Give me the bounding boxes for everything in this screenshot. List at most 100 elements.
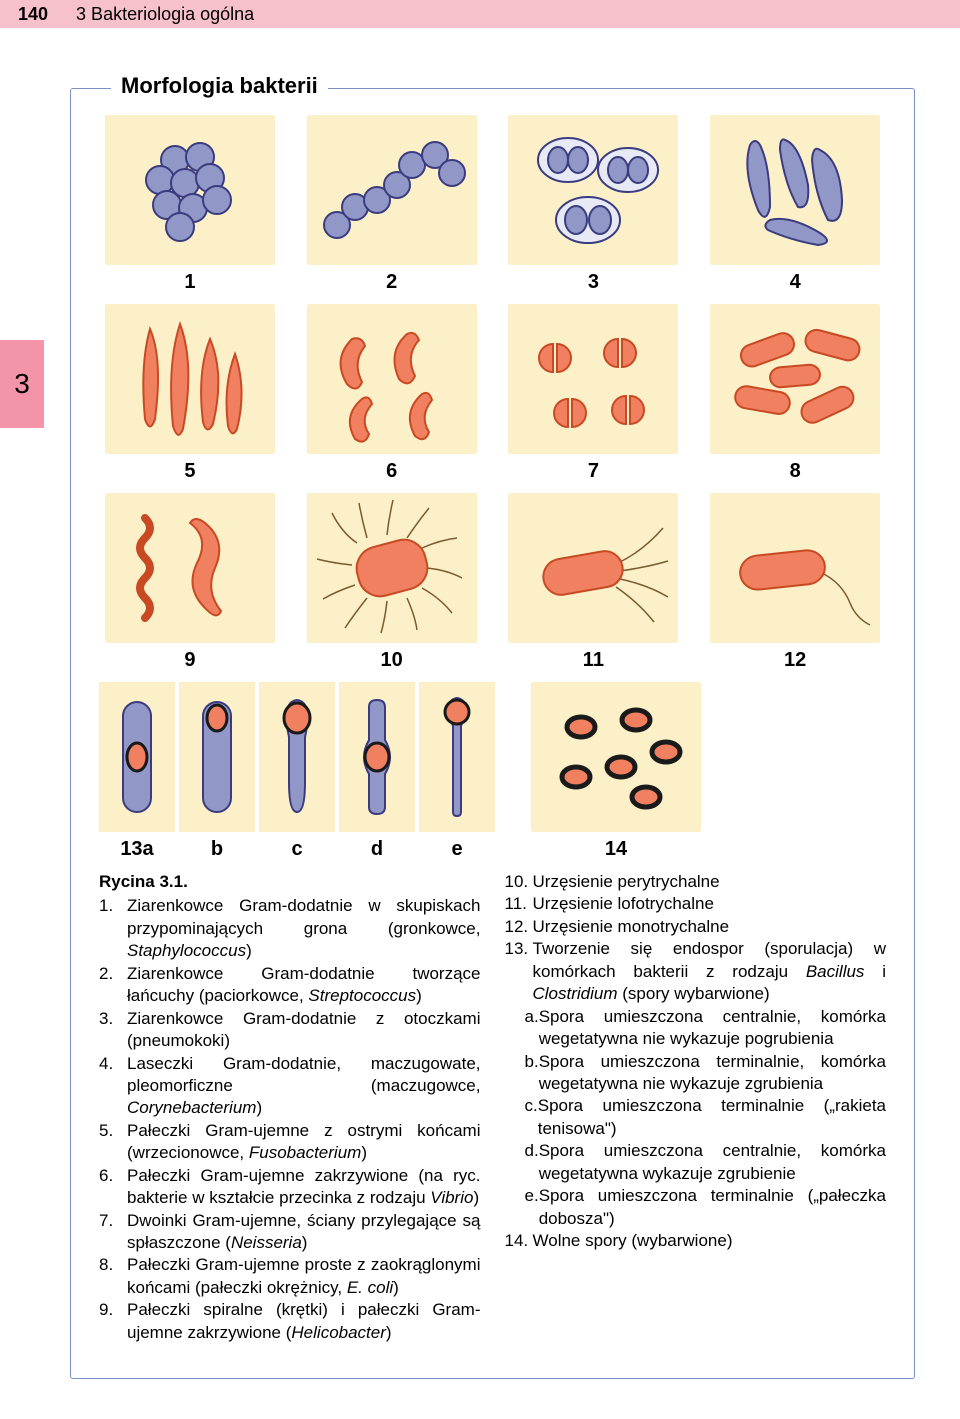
caption-item: 7.Dwoinki Gram-ujemne, ściany przylegają… bbox=[99, 1210, 481, 1255]
tile-14 bbox=[531, 682, 701, 832]
caption-item-number: 13. bbox=[505, 938, 533, 1005]
caption-item-number: a. bbox=[505, 1006, 539, 1051]
tile-8 bbox=[710, 304, 880, 454]
tile-2 bbox=[307, 115, 477, 265]
caption-item-text: Spora umieszczona terminalnie („rakieta … bbox=[538, 1095, 886, 1140]
page-number: 140 bbox=[18, 4, 48, 25]
tile-7 bbox=[508, 304, 678, 454]
row-13: 13a b bbox=[99, 682, 886, 861]
figure-caption: Rycina 3.1. 1.Ziarenkowce Gram-dodatnie … bbox=[99, 871, 886, 1344]
caption-item-text: Wolne spory (wybarwione) bbox=[533, 1230, 887, 1252]
tile-cell: 8 bbox=[704, 304, 886, 483]
caption-item-text: Laseczki Gram-dodatnie, maczugowate, ple… bbox=[127, 1053, 481, 1120]
caption-item: e.Spora umieszczona terminalnie („pałecz… bbox=[505, 1185, 887, 1230]
caption-item: 12.Urzęsienie monotrychalne bbox=[505, 916, 887, 938]
tile-label: 13a bbox=[120, 838, 153, 861]
caption-item: d.Spora umieszczona centralnie, komórka … bbox=[505, 1140, 887, 1185]
caption-item: 4.Laseczki Gram-dodatnie, maczugowate, p… bbox=[99, 1053, 481, 1120]
tile-3 bbox=[508, 115, 678, 265]
caption-item-text: Pałeczki Gram-ujemne z ostrymi końcami (… bbox=[127, 1120, 481, 1165]
tile-cell: 12 bbox=[704, 493, 886, 672]
caption-item-text: Ziarenkowce Gram-dodatnie tworzące łańcu… bbox=[127, 963, 481, 1008]
caption-right-list: 10.Urzęsienie perytrychalne11.Urzęsienie… bbox=[505, 871, 887, 1006]
caption-item-number: 7. bbox=[99, 1210, 127, 1255]
caption-item: b.Spora umieszczona terminalnie, komórka… bbox=[505, 1051, 887, 1096]
caption-item: 9.Pałeczki spiralne (krętki) i pałeczki … bbox=[99, 1299, 481, 1344]
caption-item-number: 5. bbox=[99, 1120, 127, 1165]
caption-item-text: Spora umieszczona centralnie, komórka we… bbox=[539, 1140, 886, 1185]
caption-item-number: 12. bbox=[505, 916, 533, 938]
tile-label: c bbox=[291, 838, 302, 861]
tile-label: d bbox=[371, 838, 383, 861]
caption-item-text: Dwoinki Gram-ujemne, ściany przylegające… bbox=[127, 1210, 481, 1255]
content: Morfologia bakterii bbox=[0, 28, 960, 1419]
tile-1 bbox=[105, 115, 275, 265]
caption-item-number: 8. bbox=[99, 1254, 127, 1299]
tile-13e bbox=[419, 682, 495, 832]
caption-item: 3.Ziarenkowce Gram-dodatnie z otoczkami … bbox=[99, 1008, 481, 1053]
tile-cell: 4 bbox=[704, 115, 886, 294]
tile-13c bbox=[259, 682, 335, 832]
caption-item-number: 4. bbox=[99, 1053, 127, 1120]
caption-item: c.Spora umieszczona terminalnie („rakiet… bbox=[505, 1095, 887, 1140]
tile-cell: 10 bbox=[301, 493, 483, 672]
caption-item-text: Urzęsienie monotrychalne bbox=[533, 916, 887, 938]
figure-number: Rycina 3.1. bbox=[99, 871, 481, 893]
caption-item: 13.Tworzenie się endospor (sporulacja) w… bbox=[505, 938, 887, 1005]
tile-9 bbox=[105, 493, 275, 643]
caption-item: 14.Wolne spory (wybarwione) bbox=[505, 1230, 887, 1252]
caption-right-after: 14.Wolne spory (wybarwione) bbox=[505, 1230, 887, 1252]
caption-item: 6.Pałeczki Gram-ujemne zakrzywione (na r… bbox=[99, 1165, 481, 1210]
tile-cell: 2 bbox=[301, 115, 483, 294]
tile-label: 5 bbox=[184, 460, 195, 483]
tile-label: b bbox=[211, 838, 223, 861]
caption-item-number: 1. bbox=[99, 895, 127, 962]
tile-label: 11 bbox=[583, 649, 604, 672]
tile-cell: 7 bbox=[503, 304, 685, 483]
caption-item-number: 10. bbox=[505, 871, 533, 893]
tile-11 bbox=[508, 493, 678, 643]
caption-item-text: Pałeczki Gram-ujemne proste z zaokrąglon… bbox=[127, 1254, 481, 1299]
tile-cell: 3 bbox=[503, 115, 685, 294]
tile-grid: 1 2 bbox=[99, 115, 886, 672]
caption-item: a.Spora umieszczona centralnie, komórka … bbox=[505, 1006, 887, 1051]
caption-item-text: Tworzenie się endospor (sporulacja) w ko… bbox=[533, 938, 887, 1005]
tile-13a bbox=[99, 682, 175, 832]
tile-label: 14 bbox=[605, 838, 627, 861]
tile-12 bbox=[710, 493, 880, 643]
caption-item-number: 2. bbox=[99, 963, 127, 1008]
caption-item-number: d. bbox=[505, 1140, 539, 1185]
caption-item-text: Spora umieszczona terminalnie („pałeczka… bbox=[539, 1185, 886, 1230]
caption-col-right: 10.Urzęsienie perytrychalne11.Urzęsienie… bbox=[505, 871, 887, 1344]
tile-label: e bbox=[451, 838, 462, 861]
figure-title: Morfologia bakterii bbox=[111, 73, 328, 99]
caption-item-number: b. bbox=[505, 1051, 539, 1096]
tile-label: 12 bbox=[784, 649, 806, 672]
figure-frame: Morfologia bakterii bbox=[70, 88, 915, 1379]
tile-13d bbox=[339, 682, 415, 832]
tile-label: 3 bbox=[588, 271, 599, 294]
caption-item-text: Urzęsienie lofotrychalne bbox=[533, 893, 887, 915]
chapter-header: 140 3 Bakteriologia ogólna bbox=[0, 0, 960, 28]
caption-item-number: 9. bbox=[99, 1299, 127, 1344]
caption-item-text: Ziarenkowce Gram-dodatnie w skupiskach p… bbox=[127, 895, 481, 962]
tile-13c-cell: c bbox=[259, 682, 335, 861]
tile-label: 6 bbox=[386, 460, 397, 483]
tile-13b-cell: b bbox=[179, 682, 255, 861]
caption-item: 5.Pałeczki Gram-ujemne z ostrymi końcami… bbox=[99, 1120, 481, 1165]
tile-14-cell: 14 bbox=[531, 682, 701, 861]
tile-13b bbox=[179, 682, 255, 832]
tile-cell: 6 bbox=[301, 304, 483, 483]
tile-label: 7 bbox=[588, 460, 599, 483]
tile-10 bbox=[307, 493, 477, 643]
tile-4 bbox=[710, 115, 880, 265]
tile-cell: 5 bbox=[99, 304, 281, 483]
tile-cell: 11 bbox=[503, 493, 685, 672]
tile-label: 4 bbox=[790, 271, 801, 294]
caption-item-text: Ziarenkowce Gram-dodatnie z otoczkami (p… bbox=[127, 1008, 481, 1053]
caption-item-number: c. bbox=[505, 1095, 538, 1140]
caption-item: 8.Pałeczki Gram-ujemne proste z zaokrągl… bbox=[99, 1254, 481, 1299]
caption-item-number: 11. bbox=[505, 893, 533, 915]
caption-item-number: 14. bbox=[505, 1230, 533, 1252]
page: 140 3 Bakteriologia ogólna 3 Morfologia … bbox=[0, 0, 960, 1419]
